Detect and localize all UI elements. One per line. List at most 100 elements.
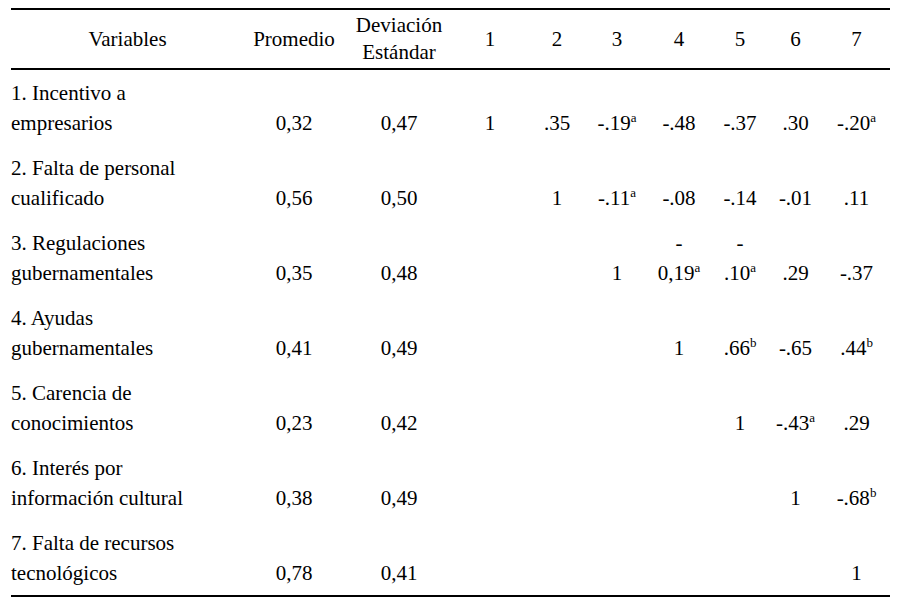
correlation-cell: .66b <box>712 295 768 370</box>
correlation-cell: - 0,19a <box>646 220 712 295</box>
correlation-cell <box>526 520 588 596</box>
correlation-cell: 1 <box>646 295 712 370</box>
correlation-value: -.43 <box>776 411 809 435</box>
correlation-cell: -.37 <box>712 69 768 145</box>
value-wrapped-minus: - <box>646 228 712 258</box>
deviacion-value: 0,41 <box>344 520 454 596</box>
significance-marker: a <box>809 410 815 425</box>
promedio-value: 0,78 <box>244 520 344 596</box>
correlation-cell: -.10a <box>712 220 768 295</box>
header-deviacion-line: Estándar <box>344 39 454 66</box>
correlation-cell <box>646 370 712 445</box>
significance-marker: a <box>630 185 636 200</box>
table-header: Variables Promedio Deviación Estándar 1 … <box>11 9 890 69</box>
correlation-cell: 1 <box>768 445 823 520</box>
header-deviacion-line: Deviación <box>344 12 454 39</box>
correlation-cell <box>454 295 526 370</box>
correlation-value: 0,19 <box>658 261 695 285</box>
table-row: 2. Falta de personalcualificado0,560,50 1… <box>11 145 890 220</box>
correlation-table: Variables Promedio Deviación Estándar 1 … <box>11 8 890 597</box>
correlation-cell <box>588 370 646 445</box>
variable-label-line: 5. Carencia de <box>11 378 244 408</box>
promedio-value: 0,35 <box>244 220 344 295</box>
correlation-value: -.68 <box>837 486 870 510</box>
correlation-cell: 1 <box>588 220 646 295</box>
correlation-cell <box>768 520 823 596</box>
header-col-4: 4 <box>646 9 712 69</box>
variable-label-line: tecnológicos <box>11 558 244 588</box>
correlation-cell <box>646 520 712 596</box>
table-row: 1. Incentivo aempresarios0,320,471.35-.1… <box>11 69 890 145</box>
correlation-value: -.20 <box>837 111 870 135</box>
correlation-cell: 1 <box>823 520 890 596</box>
header-col-2: 2 <box>526 9 588 69</box>
promedio-value: 0,41 <box>244 295 344 370</box>
correlation-cell <box>454 220 526 295</box>
significance-marker: a <box>750 260 756 275</box>
header-promedio: Promedio <box>244 9 344 69</box>
variable-label: 5. Carencia deconocimientos <box>11 370 244 445</box>
correlation-cell: -.43a <box>768 370 823 445</box>
variable-label-line: información cultural <box>11 483 244 513</box>
correlation-cell: .44b <box>823 295 890 370</box>
variable-label: 2. Falta de personalcualificado <box>11 145 244 220</box>
header-row: Variables Promedio Deviación Estándar 1 … <box>11 9 890 69</box>
correlation-cell: -.11a <box>588 145 646 220</box>
promedio-value: 0,56 <box>244 145 344 220</box>
significance-marker: b <box>750 335 757 350</box>
correlation-cell <box>712 445 768 520</box>
table-body: 1. Incentivo aempresarios0,320,471.35-.1… <box>11 69 890 596</box>
correlation-cell <box>526 370 588 445</box>
correlation-cell: .11 <box>823 145 890 220</box>
table-row: 6. Interés porinformación cultural0,380,… <box>11 445 890 520</box>
correlation-cell <box>712 520 768 596</box>
promedio-value: 0,38 <box>244 445 344 520</box>
deviacion-value: 0,50 <box>344 145 454 220</box>
correlation-cell <box>526 220 588 295</box>
correlation-cell: -.68b <box>823 445 890 520</box>
promedio-value: 0,23 <box>244 370 344 445</box>
header-col-5: 5 <box>712 9 768 69</box>
correlation-cell <box>454 370 526 445</box>
variable-label: 6. Interés porinformación cultural <box>11 445 244 520</box>
correlation-value: .44 <box>840 336 866 360</box>
deviacion-value: 0,49 <box>344 445 454 520</box>
variable-label-line: 1. Incentivo a <box>11 78 244 108</box>
correlation-cell: .35 <box>526 69 588 145</box>
correlation-cell <box>526 295 588 370</box>
variable-label-line: 6. Interés por <box>11 453 244 483</box>
table-row: 3. Regulacionesgubernamentales0,350,481-… <box>11 220 890 295</box>
variable-label: 3. Regulacionesgubernamentales <box>11 220 244 295</box>
paper-table-container: Variables Promedio Deviación Estándar 1 … <box>0 0 901 597</box>
table-row: 7. Falta de recursostecnológicos0,780,41… <box>11 520 890 596</box>
variable-label-line: 4. Ayudas <box>11 303 244 333</box>
correlation-value: -.11 <box>598 186 630 210</box>
correlation-cell: -.65 <box>768 295 823 370</box>
significance-marker: a <box>631 110 637 125</box>
correlation-cell: .29 <box>768 220 823 295</box>
table-row: 4. Ayudasgubernamentales0,410,491.66b-.6… <box>11 295 890 370</box>
header-col-7: 7 <box>823 9 890 69</box>
header-col-3: 3 <box>588 9 646 69</box>
promedio-value: 0,32 <box>244 69 344 145</box>
variable-label-line: gubernamentales <box>11 258 244 288</box>
correlation-cell: -.01 <box>768 145 823 220</box>
variable-label-line: empresarios <box>11 108 244 138</box>
correlation-cell <box>454 145 526 220</box>
correlation-value: .66 <box>724 336 750 360</box>
correlation-cell: .30 <box>768 69 823 145</box>
correlation-cell <box>454 445 526 520</box>
correlation-cell: -.08 <box>646 145 712 220</box>
variable-label: 7. Falta de recursostecnológicos <box>11 520 244 596</box>
correlation-cell: 1 <box>526 145 588 220</box>
correlation-cell <box>454 520 526 596</box>
variable-label-line: conocimientos <box>11 408 244 438</box>
variable-label-line: cualificado <box>11 183 244 213</box>
significance-marker: a <box>694 260 700 275</box>
correlation-cell: 1 <box>712 370 768 445</box>
correlation-cell <box>646 445 712 520</box>
header-variables: Variables <box>11 9 244 69</box>
value-wrapped-minus: - <box>712 228 768 258</box>
significance-marker: a <box>870 110 876 125</box>
correlation-cell <box>526 445 588 520</box>
